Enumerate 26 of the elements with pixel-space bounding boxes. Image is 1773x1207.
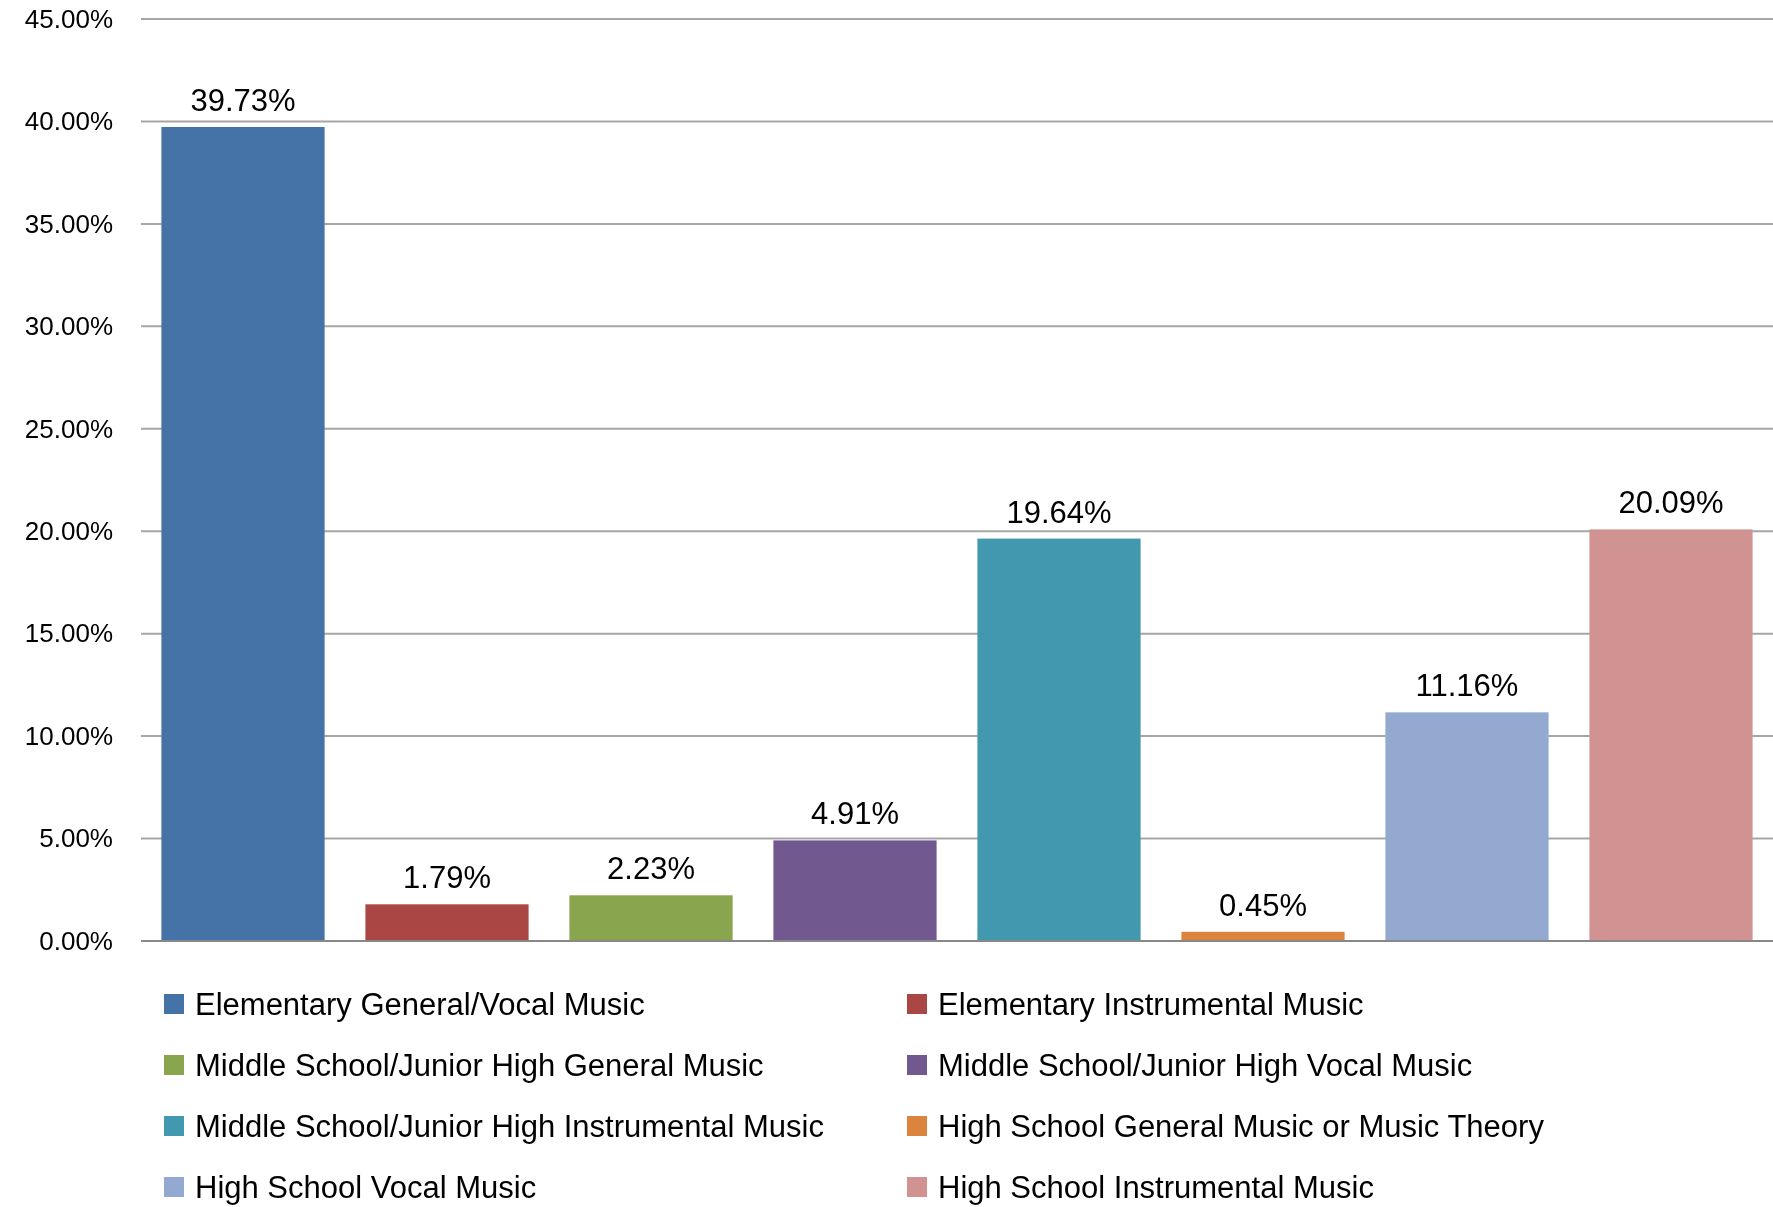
legend-label: High School General Music or Music Theory xyxy=(938,1108,1545,1144)
y-tick-label: 0.00% xyxy=(39,925,113,956)
legend-label: High School Vocal Music xyxy=(195,1169,537,1205)
y-tick-label: 20.00% xyxy=(24,516,113,547)
y-tick-label: 10.00% xyxy=(24,720,113,751)
data-label: 11.16% xyxy=(1415,668,1519,704)
y-tick-label: 40.00% xyxy=(24,106,113,137)
data-label: 20.09% xyxy=(1618,485,1724,521)
y-tick-label: 5.00% xyxy=(39,823,113,854)
y-tick-label: 25.00% xyxy=(24,413,113,444)
data-label: 1.79% xyxy=(403,860,491,896)
data-label: 4.91% xyxy=(811,796,899,832)
legend-label: High School Instrumental Music xyxy=(938,1169,1374,1205)
data-label: 19.64% xyxy=(1006,494,1112,530)
y-tick-label: 15.00% xyxy=(24,618,113,649)
legend-label: Elementary Instrumental Music xyxy=(938,986,1364,1022)
data-label: 39.73% xyxy=(190,82,296,118)
y-tick-label: 30.00% xyxy=(24,311,113,342)
data-label: 2.23% xyxy=(607,851,695,887)
legend-label: Middle School/Junior High General Music xyxy=(195,1047,764,1083)
y-tick-label: 45.00% xyxy=(24,3,113,34)
legend-label: Elementary General/Vocal Music xyxy=(195,986,645,1022)
y-tick-label: 35.00% xyxy=(24,208,113,239)
legend-label: Middle School/Junior High Instrumental Music xyxy=(195,1108,824,1144)
data-label: 0.45% xyxy=(1219,887,1307,923)
legend-label: Middle School/Junior High Vocal Music xyxy=(938,1047,1473,1083)
